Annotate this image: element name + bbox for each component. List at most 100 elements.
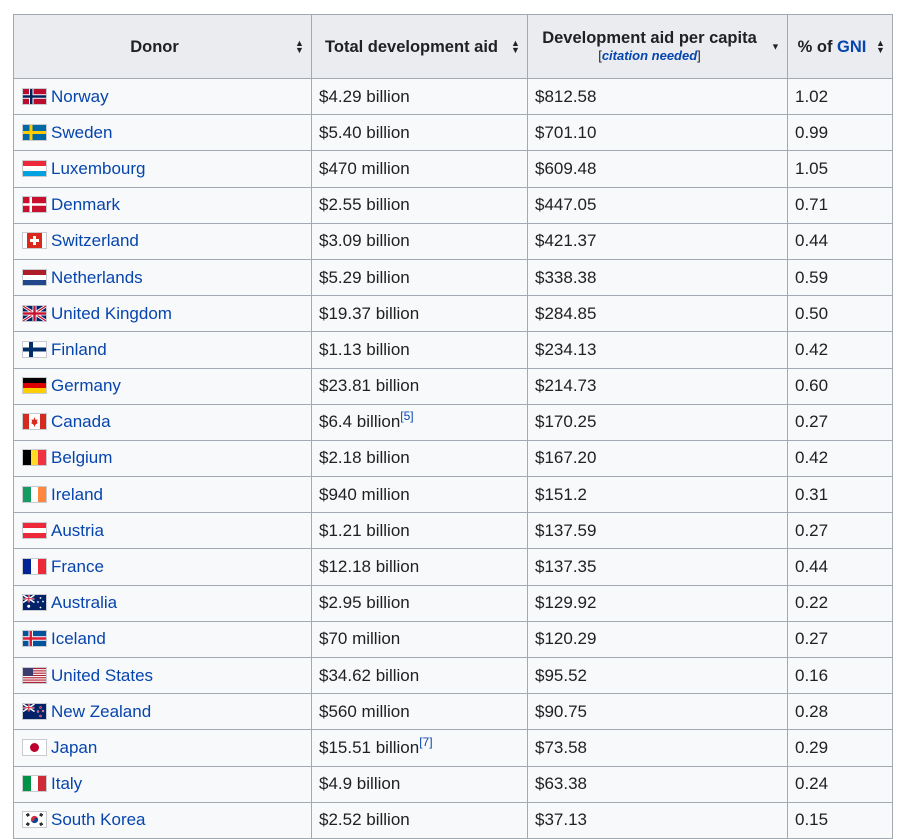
total-aid-cell: $940 million <box>311 476 528 514</box>
total-aid-cell: $12.18 billion <box>311 548 528 586</box>
pct-gni-value: 0.44 <box>795 231 829 251</box>
per-capita-value: $812.58 <box>535 86 597 106</box>
france-flag-icon <box>22 558 47 576</box>
reference-superscript[interactable]: [7] <box>419 735 432 749</box>
total-aid-cell: $34.62 billion <box>311 656 528 695</box>
country-link[interactable]: Luxembourg <box>51 158 146 178</box>
donor-cell: South Korea <box>13 801 312 839</box>
pct-gni-cell: 1.05 <box>787 150 893 188</box>
pct-gni-value: 1.02 <box>795 86 829 106</box>
donor-cell: Belgium <box>13 439 312 478</box>
per-capita-value: $137.59 <box>535 520 597 540</box>
canada-flag-icon <box>22 413 47 431</box>
reference-link[interactable]: [5] <box>400 409 414 424</box>
per-capita-value: $214.73 <box>535 376 597 396</box>
per-capita-cell: $129.92 <box>527 584 788 622</box>
sort-icon[interactable]: ▲ ▼ <box>876 37 885 55</box>
donor-cell: Ireland <box>13 476 312 514</box>
sort-icon[interactable]: ▲ ▼ <box>511 37 520 55</box>
table-row: Iceland $70 million $120.29 0.27 <box>13 620 893 659</box>
country-link[interactable]: Netherlands <box>51 267 143 287</box>
germany-flag-icon <box>22 377 47 395</box>
per-capita-value: $170.25 <box>535 412 597 432</box>
sort-descending-icon[interactable]: ▼ <box>771 41 780 51</box>
per-capita-cell: $63.38 <box>527 765 788 803</box>
pct-gni-cell: 0.42 <box>787 439 893 478</box>
country-link[interactable]: Finland <box>51 339 107 359</box>
total-aid-value: $4.29 billion <box>319 86 410 106</box>
per-capita-value: $63.38 <box>535 774 587 794</box>
country-link[interactable]: Norway <box>51 86 109 106</box>
per-capita-column-header[interactable]: Development aid per capita [citation nee… <box>527 14 788 79</box>
japan-flag-icon <box>22 738 47 756</box>
donor-cell: United States <box>13 656 312 695</box>
total-aid-cell: $5.40 billion <box>311 114 528 152</box>
per-capita-value: $73.58 <box>535 737 587 757</box>
gni-link[interactable]: GNI <box>837 37 867 56</box>
total-aid-cell: $2.95 billion <box>311 584 528 622</box>
country-link[interactable]: United States <box>51 665 154 685</box>
country-link[interactable]: South Korea <box>51 810 146 830</box>
header-row: Donor ▲ ▼ Total development aid ▲ ▼ Develo… <box>13 14 893 79</box>
pct-gni-value: 0.71 <box>795 195 829 215</box>
country-link[interactable]: Germany <box>51 376 121 396</box>
donor-cell: Switzerland <box>13 222 312 260</box>
reference-link[interactable]: [7] <box>419 734 433 749</box>
per-capita-cell: $137.35 <box>527 548 788 586</box>
total-aid-cell: $4.29 billion <box>311 77 528 116</box>
country-link[interactable]: Italy <box>51 774 83 794</box>
pct-gni-cell: 0.16 <box>787 656 893 695</box>
donor-cell: Iceland <box>13 620 312 659</box>
country-link[interactable]: Austria <box>51 520 104 540</box>
united-kingdom-flag-icon <box>22 304 47 322</box>
country-link[interactable]: Japan <box>51 737 98 757</box>
country-link[interactable]: Belgium <box>51 448 113 468</box>
country-link[interactable]: Australia <box>51 593 118 613</box>
sweden-flag-icon <box>22 123 47 141</box>
pct-gni-cell: 0.29 <box>787 729 893 767</box>
pct-gni-value: 0.27 <box>795 629 829 649</box>
sort-icon[interactable]: ▲ ▼ <box>295 37 304 55</box>
reference-superscript[interactable]: [5] <box>400 409 413 423</box>
donor-cell: Canada <box>13 403 312 441</box>
total-aid-cell: $2.55 billion <box>311 186 528 224</box>
donor-cell: Netherlands <box>13 258 312 297</box>
pct-gni-value: 0.29 <box>795 737 829 757</box>
pct-gni-value: 0.27 <box>795 520 829 540</box>
pct-gni-cell: 0.27 <box>787 512 893 550</box>
donor-cell: Denmark <box>13 186 312 224</box>
pct-gni-header-label: % of GNI <box>798 37 867 57</box>
per-capita-value: $234.13 <box>535 339 597 359</box>
country-link[interactable]: Switzerland <box>51 231 139 251</box>
total-aid-value: $5.40 billion <box>319 122 410 142</box>
per-capita-value: $447.05 <box>535 195 597 215</box>
country-link[interactable]: France <box>51 557 104 577</box>
pct-gni-cell: 0.60 <box>787 367 893 405</box>
country-link[interactable]: Sweden <box>51 122 113 142</box>
pct-gni-column-header[interactable]: % of GNI ▲ ▼ <box>787 14 893 79</box>
total-aid-column-header[interactable]: Total development aid ▲ ▼ <box>311 14 528 79</box>
country-link[interactable]: United Kingdom <box>51 303 172 323</box>
finland-flag-icon <box>22 340 47 358</box>
country-link[interactable]: Canada <box>51 412 111 432</box>
country-link[interactable]: New Zealand <box>51 701 152 721</box>
citation-needed-link[interactable]: citation needed <box>601 48 698 63</box>
per-capita-cell: $90.75 <box>527 693 788 731</box>
per-capita-cell: $120.29 <box>527 620 788 659</box>
per-capita-value: $167.20 <box>535 448 597 468</box>
total-aid-value: $2.55 billion <box>319 195 410 215</box>
pct-gni-value: 0.59 <box>795 267 829 287</box>
per-capita-value: $90.75 <box>535 701 587 721</box>
per-capita-value: $609.48 <box>535 158 597 178</box>
donor-cell: Italy <box>13 765 312 803</box>
country-link[interactable]: Ireland <box>51 484 103 504</box>
pct-gni-value: 0.24 <box>795 774 829 794</box>
donor-column-header[interactable]: Donor ▲ ▼ <box>13 14 312 79</box>
pct-gni-cell: 0.15 <box>787 801 893 839</box>
pct-gni-value: 0.27 <box>795 412 829 432</box>
country-link[interactable]: Iceland <box>51 629 106 649</box>
pct-gni-value: 0.44 <box>795 557 829 577</box>
luxembourg-flag-icon <box>22 159 47 177</box>
table-row: Italy $4.9 billion $63.38 0.24 <box>13 765 893 803</box>
country-link[interactable]: Denmark <box>51 195 120 215</box>
